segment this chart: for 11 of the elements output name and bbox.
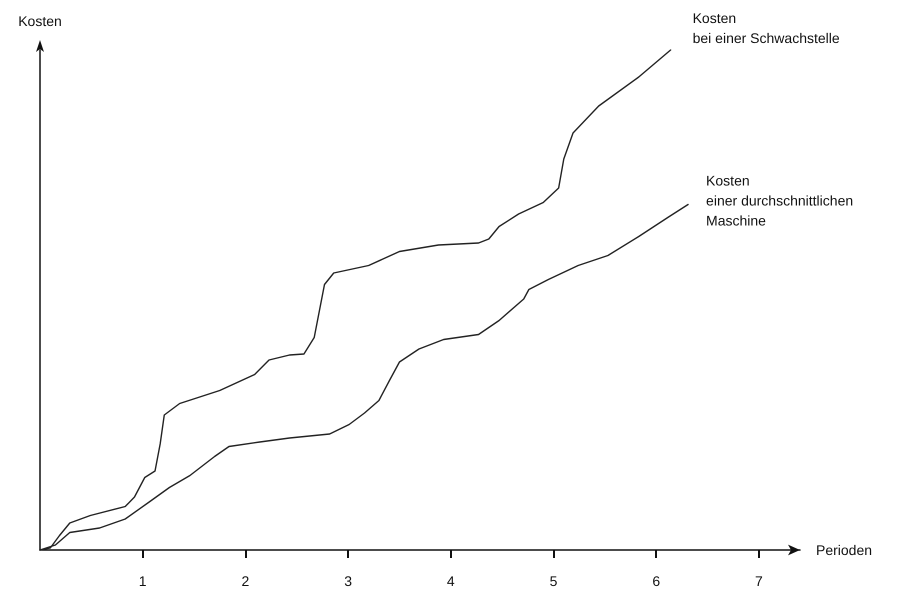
x-axis-title: Perioden xyxy=(816,542,872,558)
x-tick-label: 1 xyxy=(138,573,147,589)
x-tick-label: 3 xyxy=(344,573,352,589)
x-tick-label: 6 xyxy=(652,573,660,589)
x-tick-label: 4 xyxy=(446,573,455,589)
y-axis-title: Kosten xyxy=(18,13,62,29)
x-tick-label: 7 xyxy=(755,573,764,589)
series-label: Kosten bei einer Schwachstelle xyxy=(692,10,840,46)
x-tick-label: 5 xyxy=(550,573,558,589)
series-label: Kosten einer durchschnittlichen Maschine xyxy=(706,172,854,228)
x-tick-label: 2 xyxy=(242,573,250,589)
